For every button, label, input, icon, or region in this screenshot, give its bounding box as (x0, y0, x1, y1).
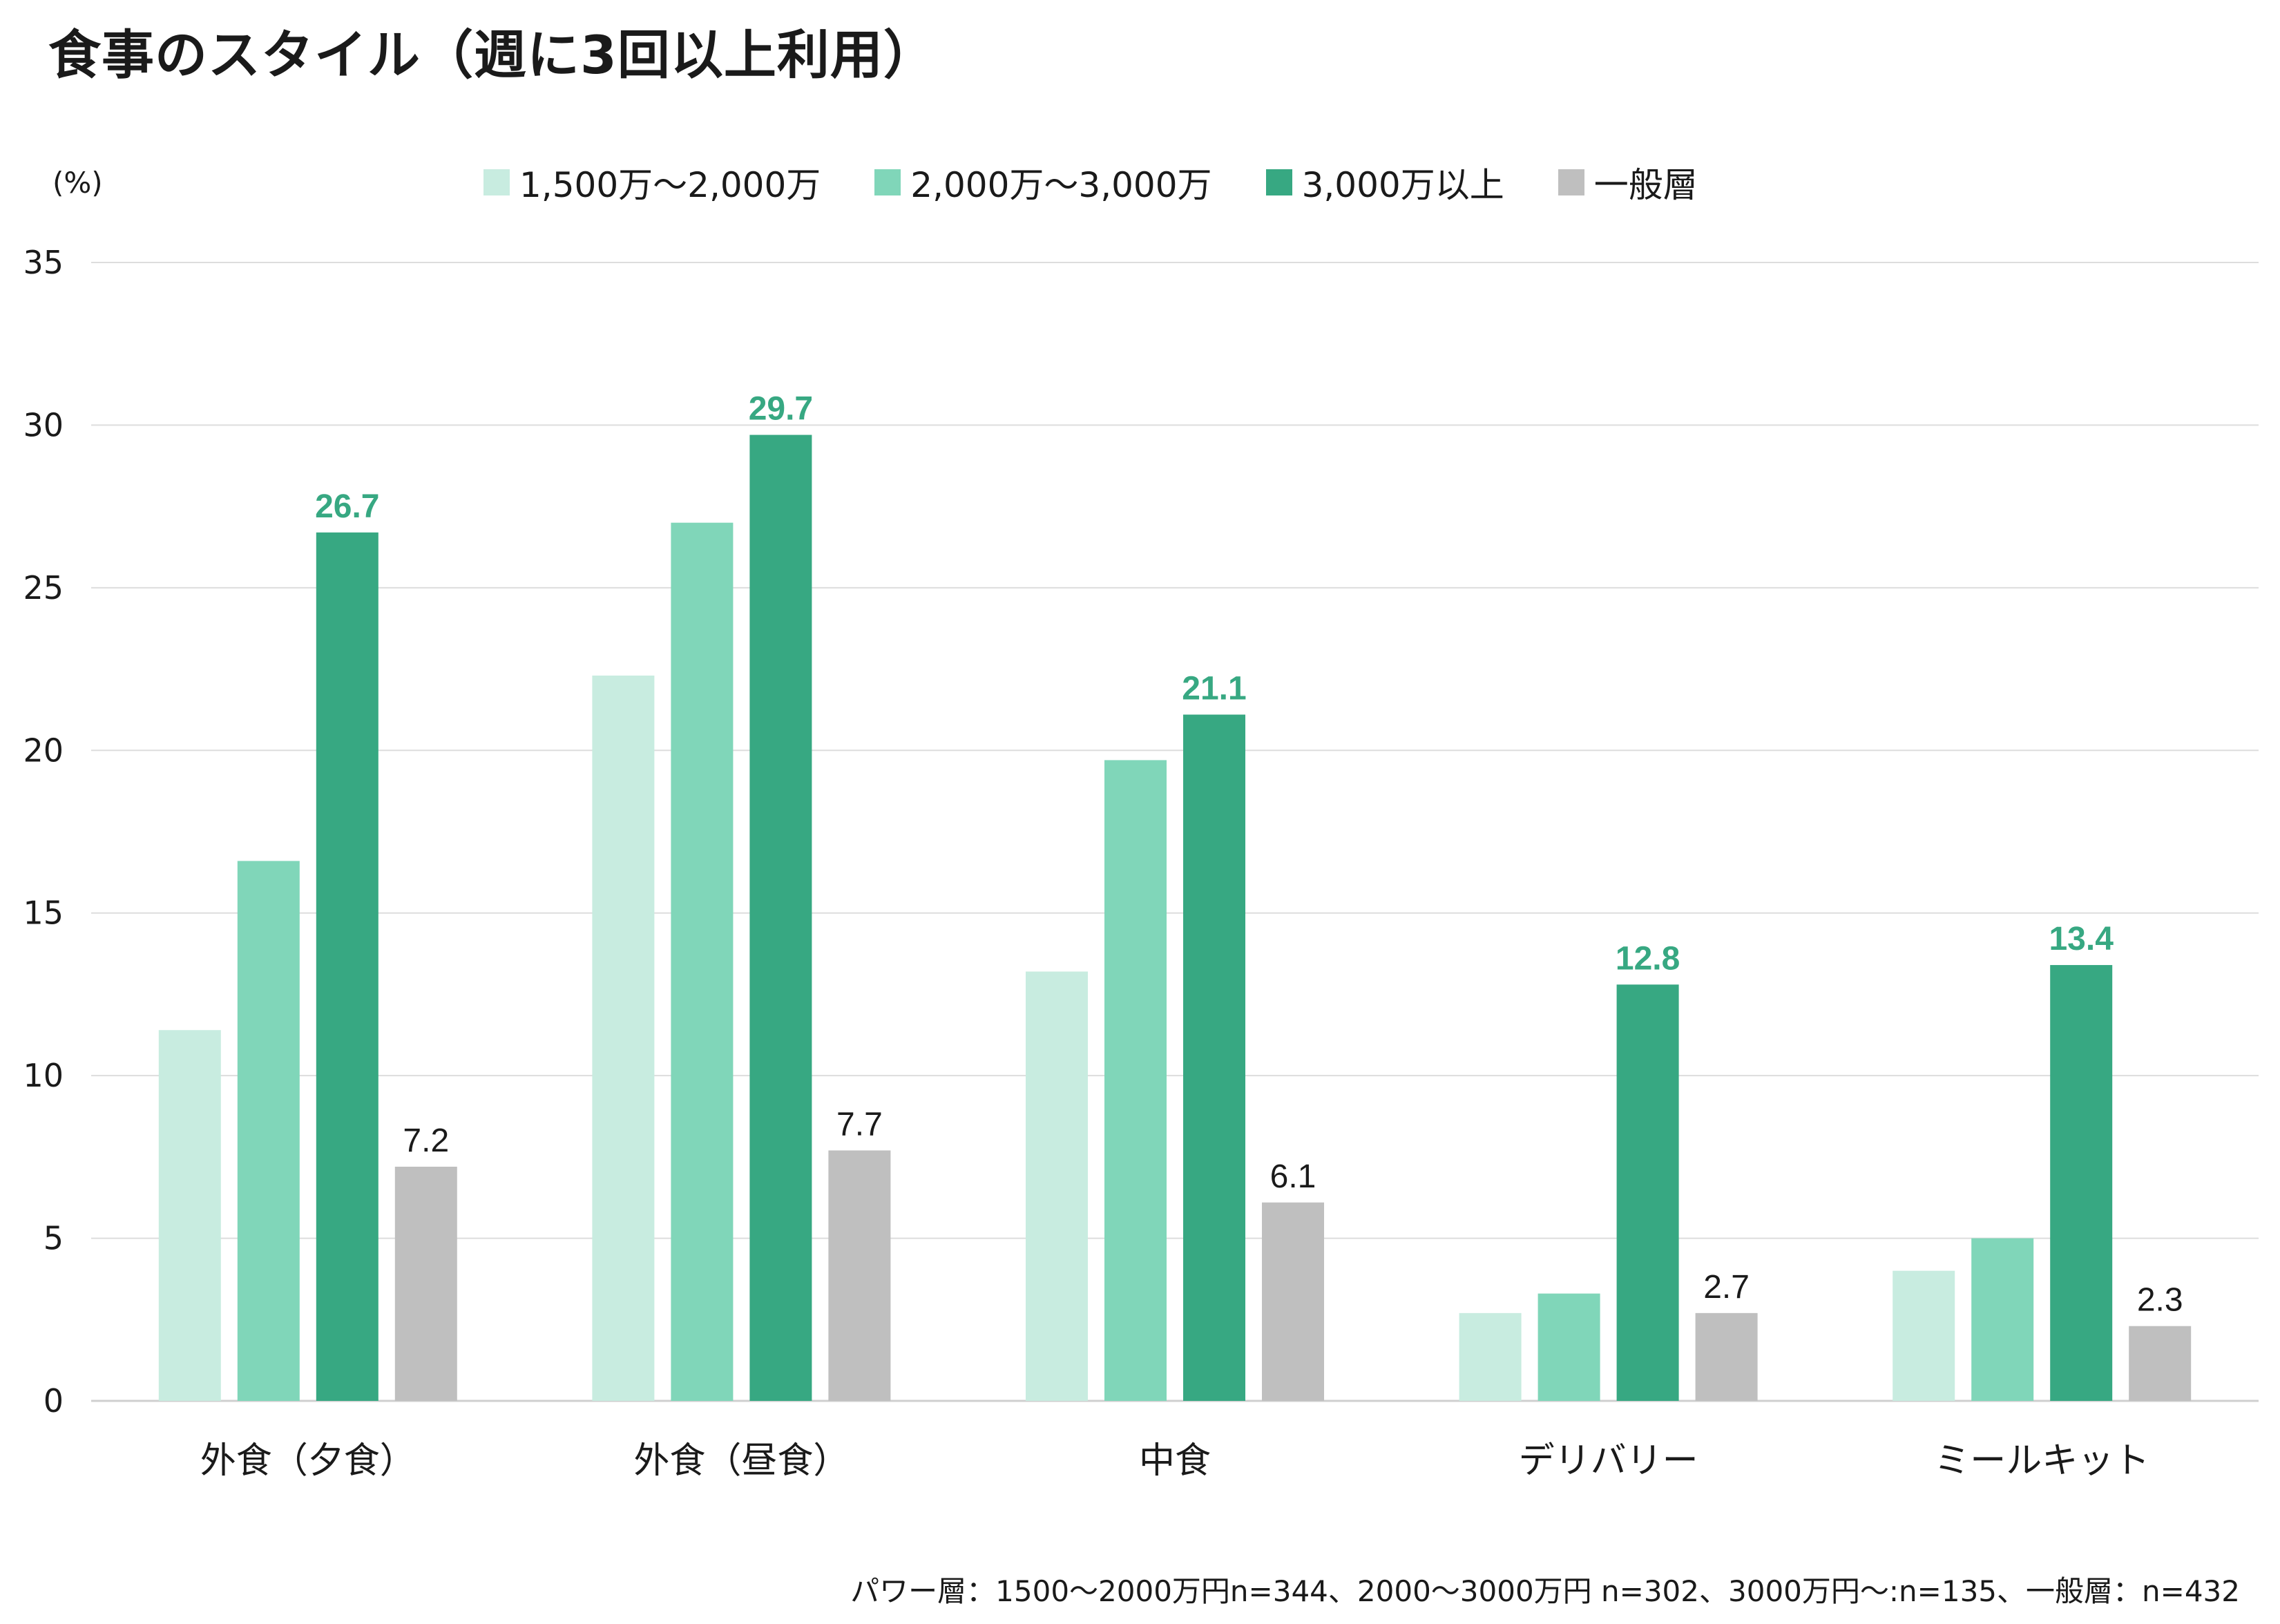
data-label: 13.4 (2049, 921, 2114, 957)
bar (237, 861, 300, 1401)
bar (1893, 1270, 1955, 1401)
legend-item-general: 一般層 (1558, 157, 1698, 207)
data-label: 2.7 (1703, 1269, 1750, 1306)
bar (749, 434, 812, 1402)
bar (316, 532, 379, 1401)
footnote: パワー層：1500～2000万円n=344、2000～3000万円 n=302、… (850, 1574, 2240, 1608)
y-axis-unit-label: (%) (52, 166, 103, 200)
bar (828, 1150, 891, 1401)
bar (1616, 984, 1679, 1401)
y-tick-label: 20 (23, 732, 64, 769)
bar (1262, 1202, 1324, 1401)
y-tick-label: 5 (44, 1220, 64, 1257)
data-label: 7.7 (836, 1106, 883, 1143)
chart-title: 食事のスタイル（週に3回以上利用） (48, 24, 937, 86)
legend-swatch (874, 169, 901, 195)
data-label: 12.8 (1616, 940, 1680, 977)
data-label: 2.3 (2137, 1282, 2183, 1319)
bar (1971, 1238, 2034, 1401)
x-category-label: デリバリー (1519, 1440, 1698, 1482)
y-tick-label: 15 (23, 895, 64, 932)
legend-item-3000-plus: 3,000万以上 (1265, 157, 1504, 207)
legend-swatch (1265, 169, 1292, 195)
y-tick-label: 10 (23, 1057, 64, 1094)
bar (1537, 1293, 1600, 1401)
y-tick-label: 35 (23, 244, 64, 281)
bar (671, 522, 734, 1401)
legend-label: 3,000万以上 (1301, 165, 1504, 205)
bar (1026, 971, 1088, 1401)
data-label: 7.2 (403, 1123, 449, 1159)
data-label: 26.7 (315, 488, 379, 525)
legend-item-1500-2000: 1,500万～2,000万 (483, 157, 821, 207)
x-category-label: 中食 (1139, 1440, 1211, 1482)
y-tick-label: 0 (44, 1382, 64, 1420)
legend-swatch (1558, 169, 1584, 195)
bar (1104, 760, 1167, 1401)
chart-legend: 1,500万～2,000万 2,000万～3,000万 3,000万以上 一般層 (483, 157, 1752, 207)
bar (1695, 1312, 1758, 1401)
y-tick-label: 25 (23, 569, 64, 606)
legend-item-2000-3000: 2,000万～3,000万 (874, 157, 1212, 207)
bar (2050, 965, 2113, 1401)
data-label: 29.7 (749, 391, 813, 428)
legend-label: 2,000万～3,000万 (910, 165, 1212, 205)
bar (1459, 1312, 1522, 1401)
x-category-label: 外食（昼食） (633, 1440, 849, 1482)
bar (158, 1030, 221, 1401)
data-label: 21.1 (1182, 670, 1246, 707)
bar (2129, 1326, 2192, 1401)
legend-label: 1,500万～2,000万 (519, 165, 821, 205)
bar (394, 1166, 457, 1401)
legend-swatch (483, 169, 510, 195)
legend-label: 一般層 (1593, 165, 1698, 205)
x-category-label: ミールキット (1934, 1440, 2149, 1482)
bar (592, 675, 655, 1402)
y-tick-label: 30 (23, 406, 64, 443)
bar (1183, 714, 1245, 1401)
x-category-label: 外食（夕食） (200, 1440, 416, 1482)
data-label: 6.1 (1270, 1158, 1316, 1195)
bar-chart: 0 5 10 15 20 25 30 35 26.7 7.2 外食（夕食） 29.7 7.7 外食（昼食）… (23, 244, 2259, 1482)
